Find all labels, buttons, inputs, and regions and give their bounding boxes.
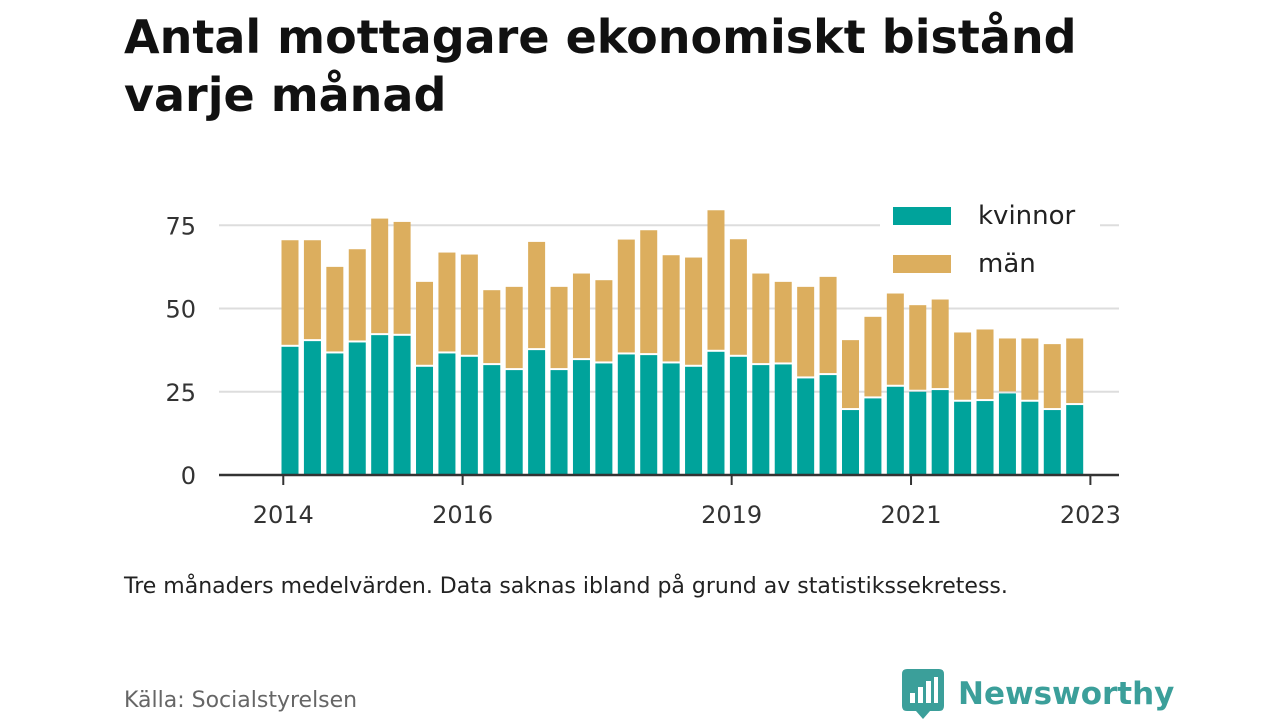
bar-kvinnor: [348, 342, 366, 475]
y-tick-label: 50: [165, 296, 196, 324]
bar-man: [797, 286, 815, 377]
bar-kvinnor: [864, 398, 882, 475]
bar-kvinnor: [460, 356, 478, 475]
bar-man: [505, 286, 523, 369]
bar-kvinnor: [729, 356, 747, 475]
bar-man: [931, 299, 949, 389]
legend: kvinnor män: [880, 196, 1100, 292]
bar-man: [842, 340, 859, 409]
x-tick-label: 2016: [432, 501, 493, 529]
bar-kvinnor: [662, 363, 680, 475]
bar-kvinnor: [528, 350, 546, 475]
bar-man: [954, 332, 972, 400]
bar-kvinnor: [998, 393, 1016, 475]
bar-kvinnor: [819, 375, 837, 475]
x-tick-label: 2023: [1060, 501, 1121, 529]
bar-kvinnor: [617, 354, 635, 475]
bar-man: [707, 210, 725, 350]
bar-man: [976, 329, 994, 400]
bar-kvinnor: [774, 364, 792, 475]
bar-kvinnor: [886, 386, 904, 475]
x-tick-label: 2021: [880, 501, 941, 529]
bar-kvinnor: [707, 351, 725, 475]
chart-title: Antal mottagare ekonomiskt bistånd varje…: [124, 10, 1077, 122]
bar-kvinnor: [797, 378, 815, 475]
legend-swatch: [893, 255, 951, 273]
bar-kvinnor: [931, 390, 949, 475]
bar-kvinnor: [281, 346, 299, 475]
bars: [281, 210, 1084, 475]
bar-man: [685, 257, 703, 365]
bar-kvinnor: [393, 335, 411, 475]
bar-kvinnor: [326, 353, 344, 475]
bar-man: [1043, 344, 1061, 409]
bar-kvinnor: [483, 365, 501, 475]
bar-kvinnor: [572, 360, 590, 475]
bar-kvinnor: [685, 366, 703, 475]
bar-man: [640, 230, 658, 354]
bar-man: [326, 266, 344, 352]
bar-kvinnor: [909, 391, 927, 475]
brand-name: Newsworthy: [958, 676, 1175, 712]
x-tick-label: 2014: [253, 501, 314, 529]
bar-man: [550, 286, 568, 369]
bar-kvinnor: [640, 355, 658, 475]
bar-man: [572, 273, 590, 359]
bar-kvinnor: [371, 335, 389, 475]
bar-man: [1066, 338, 1084, 404]
bar-chart-badge-icon: [902, 669, 944, 719]
bar-man: [864, 316, 882, 397]
bar-kvinnor: [595, 363, 613, 475]
bar-man: [281, 240, 299, 345]
bar-man: [617, 239, 635, 353]
axes: 0 25 50 75 2014 2016 2019 2021 2023: [165, 212, 1120, 529]
source-credit: Källa: Socialstyrelsen: [124, 688, 358, 713]
bar-man: [416, 281, 434, 365]
bar-kvinnor: [438, 353, 456, 475]
bar-kvinnor: [416, 366, 434, 475]
bar-man: [393, 221, 411, 334]
bar-kvinnor: [550, 370, 568, 475]
bar-kvinnor: [505, 370, 523, 475]
legend-label: män: [978, 249, 1036, 279]
chart-note: Tre månaders medelvärden. Data saknas ib…: [124, 574, 1008, 599]
bar-kvinnor: [752, 365, 770, 475]
bar-man: [438, 252, 456, 352]
bar-kvinnor: [303, 341, 321, 475]
bar-kvinnor: [842, 410, 859, 475]
legend-label: kvinnor: [978, 201, 1076, 231]
brand-logo: Newsworthy: [902, 669, 1174, 719]
bar-man: [371, 218, 389, 334]
bar-kvinnor: [1021, 401, 1039, 475]
bar-man: [348, 249, 366, 341]
bar-man: [662, 255, 680, 362]
bar-man: [1021, 338, 1039, 400]
bar-man: [886, 293, 904, 385]
y-tick-label: 75: [165, 212, 196, 240]
bar-kvinnor: [1043, 410, 1061, 475]
bar-man: [528, 241, 546, 349]
bar-man: [819, 276, 837, 374]
x-tick-label: 2019: [701, 501, 762, 529]
bar-man: [460, 254, 478, 355]
y-tick-label: 25: [165, 379, 196, 407]
bar-man: [483, 290, 501, 364]
bar-man: [595, 280, 613, 362]
legend-swatch: [893, 207, 951, 225]
bar-man: [303, 240, 321, 340]
bar-man: [909, 305, 927, 390]
bar-man: [752, 273, 770, 364]
bar-man: [774, 281, 792, 363]
y-tick-label: 0: [181, 462, 196, 490]
bar-man: [998, 338, 1016, 392]
bar-man: [729, 239, 747, 355]
bar-kvinnor: [954, 401, 972, 475]
bar-kvinnor: [1066, 405, 1084, 475]
bar-kvinnor: [976, 401, 994, 475]
